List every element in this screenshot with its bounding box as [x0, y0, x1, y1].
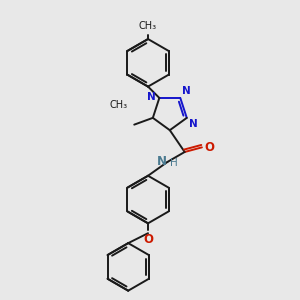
Text: N: N — [147, 92, 155, 102]
Text: N: N — [189, 119, 197, 129]
Text: O: O — [143, 233, 153, 246]
Text: O: O — [204, 141, 214, 154]
Text: CH₃: CH₃ — [139, 21, 157, 31]
Text: N: N — [157, 155, 166, 168]
Text: H: H — [170, 158, 178, 168]
Text: CH₃: CH₃ — [109, 100, 127, 110]
Text: N: N — [182, 86, 191, 96]
